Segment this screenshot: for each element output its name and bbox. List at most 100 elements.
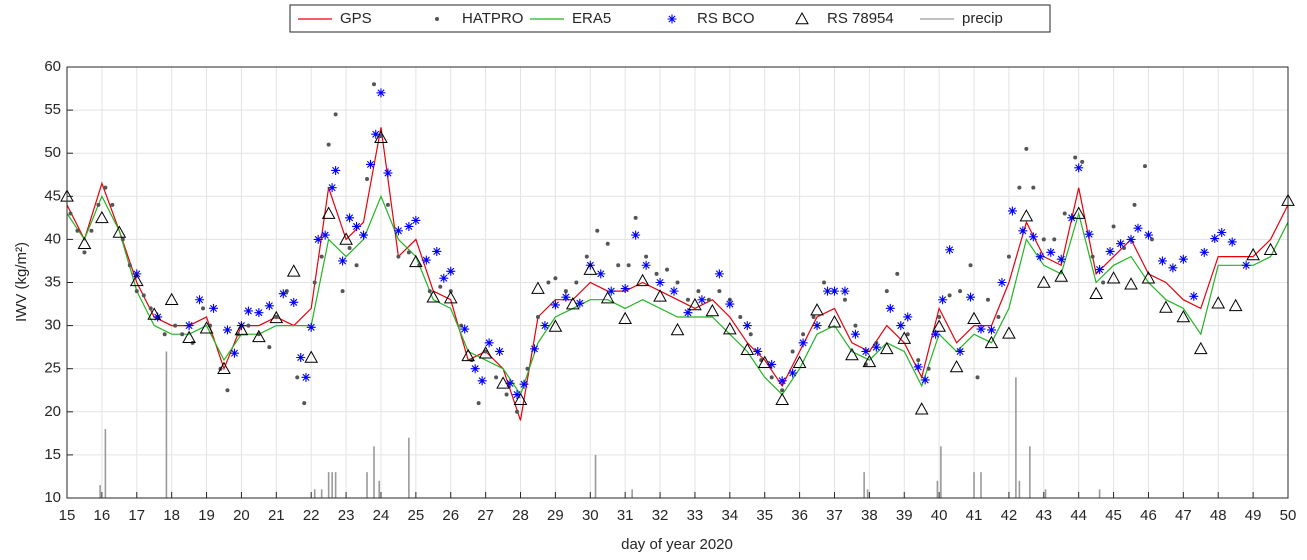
bar xyxy=(631,489,633,498)
dot xyxy=(584,254,589,259)
dot xyxy=(396,254,401,259)
asterisk xyxy=(1067,213,1077,223)
asterisk xyxy=(1018,226,1028,236)
triangle xyxy=(1054,269,1069,282)
y-tick-label: 50 xyxy=(44,144,61,161)
dot xyxy=(769,375,774,380)
legend-label: precip xyxy=(962,10,1003,27)
y-tick-label: 20 xyxy=(44,403,61,420)
triangle xyxy=(129,273,144,287)
dot xyxy=(738,314,743,319)
dot xyxy=(595,228,600,233)
asterisk xyxy=(278,289,288,299)
asterisk xyxy=(596,269,606,279)
triangle xyxy=(1106,271,1121,284)
triangle xyxy=(1124,277,1138,290)
triangle xyxy=(810,303,824,316)
asterisk xyxy=(289,297,299,307)
y-tick-label: 10 xyxy=(44,489,61,506)
asterisk xyxy=(840,286,850,296)
bar xyxy=(973,472,975,498)
dot xyxy=(644,254,649,259)
asterisk xyxy=(655,278,665,287)
legend-swatch xyxy=(435,17,439,21)
asterisk xyxy=(1189,291,1199,301)
triangle xyxy=(722,322,737,335)
triangle xyxy=(147,307,162,320)
asterisk xyxy=(714,269,724,279)
triangle xyxy=(705,303,720,317)
legend-swatch xyxy=(795,11,809,25)
asterisk xyxy=(885,303,895,313)
asterisk xyxy=(512,390,522,400)
triangle xyxy=(583,262,598,275)
x-tick-label: 23 xyxy=(338,507,355,524)
triangle xyxy=(879,341,894,355)
asterisk xyxy=(1007,206,1017,216)
x-tick-label: 22 xyxy=(303,507,320,524)
dot xyxy=(563,289,568,294)
asterisk xyxy=(938,295,948,305)
dot xyxy=(1111,224,1116,229)
asterisk xyxy=(920,375,930,385)
dot xyxy=(494,375,499,380)
asterisk xyxy=(1105,246,1115,256)
triangle xyxy=(531,281,545,294)
asterisk xyxy=(222,325,232,335)
y-tick-label: 30 xyxy=(44,317,61,334)
asterisk xyxy=(209,303,219,313)
asterisk xyxy=(383,168,393,178)
asterisk xyxy=(411,215,421,225)
dot xyxy=(985,297,990,302)
asterisk xyxy=(850,329,860,339)
triangle xyxy=(443,290,458,304)
asterisk xyxy=(575,298,585,308)
dot xyxy=(1080,159,1085,164)
bar xyxy=(334,472,337,498)
x-tick-label: 20 xyxy=(233,507,250,524)
triangle xyxy=(478,346,493,359)
bar xyxy=(1029,446,1031,498)
dot xyxy=(790,349,795,354)
dot xyxy=(1132,202,1137,207)
triangle xyxy=(112,225,127,238)
x-tick-label: 28 xyxy=(512,507,529,524)
dot xyxy=(574,280,579,285)
dot xyxy=(780,388,785,393)
asterisk xyxy=(945,245,955,255)
dot xyxy=(525,366,530,371)
x-axis-label: day of year 2020 xyxy=(621,536,733,553)
x-tick-label: 46 xyxy=(1140,507,1157,524)
dot xyxy=(1101,280,1106,285)
dot xyxy=(302,401,307,406)
asterisk xyxy=(195,295,205,305)
x-tick-label: 17 xyxy=(128,507,145,524)
legend-swatch xyxy=(667,14,677,24)
dot xyxy=(385,202,390,207)
dot xyxy=(675,280,680,285)
dot xyxy=(127,263,132,268)
triangle xyxy=(827,315,842,328)
dot xyxy=(546,280,551,285)
triangle xyxy=(967,311,981,325)
y-tick-label: 55 xyxy=(44,101,61,118)
asterisk xyxy=(505,378,515,388)
asterisk xyxy=(767,359,777,369)
triangle xyxy=(757,355,772,368)
dot xyxy=(916,358,921,363)
asterisk xyxy=(1056,254,1066,264)
asterisk xyxy=(823,286,833,296)
triangle xyxy=(949,359,964,373)
x-tick-label: 29 xyxy=(547,507,564,524)
triangle xyxy=(164,292,179,306)
asterisk xyxy=(976,324,986,334)
asterisk xyxy=(1217,228,1227,238)
dot xyxy=(553,276,558,281)
triangle xyxy=(670,322,685,336)
triangle xyxy=(792,355,807,368)
dot xyxy=(75,228,80,233)
triangle xyxy=(1228,298,1243,312)
triangle xyxy=(775,392,790,406)
asterisk xyxy=(460,324,470,334)
dot xyxy=(968,263,973,268)
